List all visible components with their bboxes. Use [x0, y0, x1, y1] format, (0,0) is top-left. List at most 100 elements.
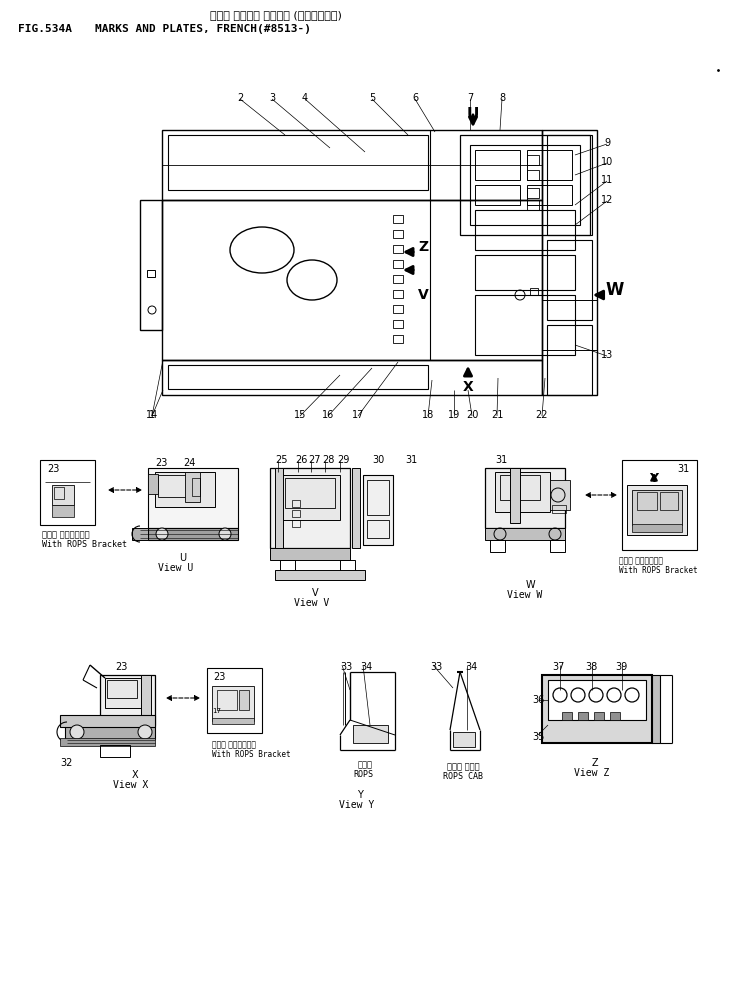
Bar — [594, 712, 604, 720]
Bar — [275, 468, 283, 548]
Bar — [292, 510, 300, 517]
Text: W: W — [525, 580, 535, 590]
Text: 10: 10 — [601, 157, 613, 167]
Text: W: W — [606, 281, 624, 299]
Text: 18: 18 — [422, 410, 434, 420]
Bar — [100, 745, 130, 757]
Text: 34: 34 — [465, 662, 477, 672]
Bar — [527, 150, 572, 180]
Text: 16: 16 — [322, 410, 334, 420]
Bar — [550, 480, 570, 510]
Text: ROPS: ROPS — [353, 770, 373, 779]
Bar — [352, 468, 360, 548]
Bar — [52, 505, 74, 517]
Text: 22: 22 — [536, 410, 548, 420]
Bar — [148, 474, 158, 494]
Text: 14: 14 — [146, 410, 158, 420]
Bar — [105, 678, 147, 708]
Text: 20: 20 — [466, 410, 478, 420]
Circle shape — [70, 725, 84, 739]
Text: 2: 2 — [237, 93, 243, 103]
Circle shape — [219, 528, 231, 540]
Bar — [393, 245, 403, 253]
Bar — [527, 170, 539, 180]
Bar — [485, 468, 565, 528]
Text: 17: 17 — [212, 708, 221, 714]
Text: 35: 35 — [532, 732, 544, 742]
Bar — [393, 275, 403, 283]
Bar — [52, 485, 74, 505]
Bar — [527, 155, 539, 165]
Text: 19: 19 — [448, 410, 460, 420]
Text: With ROPS Bracket: With ROPS Bracket — [212, 750, 291, 759]
Text: 28: 28 — [322, 455, 334, 465]
Bar — [207, 668, 262, 733]
Text: 9: 9 — [604, 138, 610, 148]
Bar — [562, 712, 572, 720]
Bar — [500, 475, 540, 500]
Bar — [148, 528, 238, 540]
Text: 26: 26 — [295, 455, 307, 465]
Bar — [548, 680, 646, 720]
Text: X: X — [132, 770, 138, 780]
Text: U: U — [466, 107, 479, 122]
Text: V: V — [418, 288, 429, 302]
Text: View W: View W — [507, 590, 542, 600]
Bar — [292, 520, 300, 527]
Bar — [393, 320, 403, 328]
Bar — [40, 460, 95, 525]
Text: 29: 29 — [337, 455, 350, 465]
Text: 21: 21 — [490, 410, 503, 420]
Text: Y: Y — [650, 472, 658, 485]
Text: V: V — [312, 588, 318, 598]
Bar — [393, 215, 403, 223]
Text: 31: 31 — [405, 455, 417, 465]
Bar — [632, 490, 682, 525]
Bar — [54, 487, 64, 499]
Bar — [510, 468, 520, 523]
Bar — [140, 200, 162, 330]
Bar — [280, 475, 340, 520]
Bar — [192, 478, 200, 496]
Text: 11: 11 — [601, 175, 613, 185]
Bar — [132, 528, 148, 540]
Bar — [340, 560, 355, 575]
Bar — [367, 520, 389, 538]
Text: マーク オシビブ プレート (フランスコー): マーク オシビブ プレート (フランスコー) — [210, 10, 342, 20]
Bar — [527, 188, 539, 198]
Bar — [660, 492, 678, 510]
Text: 36: 36 — [532, 695, 544, 705]
Bar — [162, 360, 542, 395]
Bar — [578, 712, 588, 720]
Bar — [547, 135, 592, 235]
Bar — [610, 712, 620, 720]
Text: 7: 7 — [466, 93, 473, 103]
Text: 39: 39 — [615, 662, 627, 672]
Bar — [363, 475, 393, 545]
Text: View Y: View Y — [339, 800, 375, 810]
Bar — [185, 472, 200, 502]
Bar — [475, 295, 575, 355]
Bar — [65, 725, 155, 739]
Text: View X: View X — [113, 780, 148, 790]
Bar — [270, 468, 350, 548]
Bar — [552, 505, 566, 513]
Bar — [353, 725, 388, 743]
Bar — [547, 240, 592, 320]
Bar — [168, 135, 428, 190]
Text: 5: 5 — [369, 93, 375, 103]
Bar — [217, 690, 237, 710]
Text: 8: 8 — [499, 93, 505, 103]
Text: 1: 1 — [149, 410, 155, 420]
Text: 25: 25 — [275, 455, 287, 465]
Bar — [495, 472, 550, 512]
Bar — [527, 185, 572, 205]
Text: 6: 6 — [412, 93, 418, 103]
Bar — [627, 485, 687, 535]
Text: 24: 24 — [183, 458, 195, 468]
Bar — [285, 478, 335, 508]
Bar — [155, 472, 215, 507]
Bar — [275, 570, 365, 580]
Bar — [622, 460, 697, 550]
Text: 33: 33 — [340, 662, 352, 672]
